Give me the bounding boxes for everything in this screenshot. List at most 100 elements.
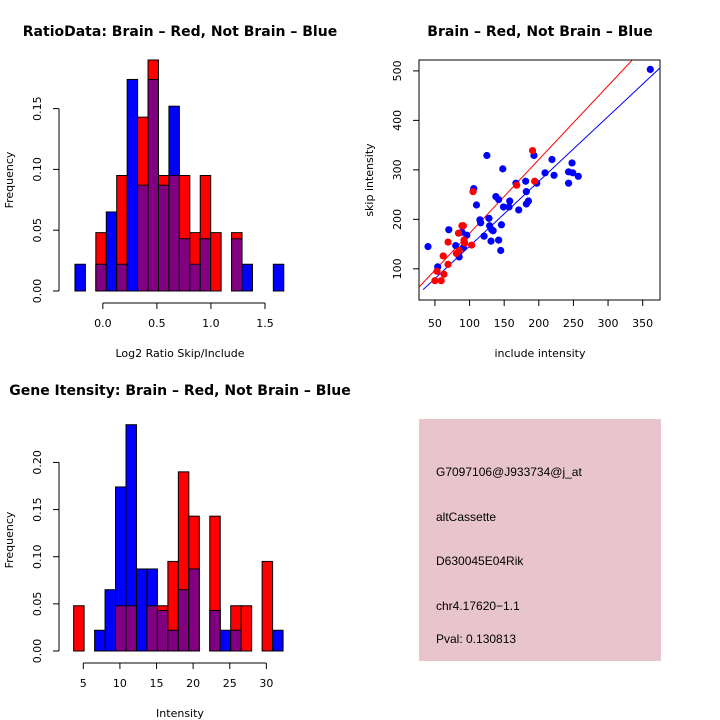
overlap-bar: [157, 184, 170, 292]
not-brain-bar: [105, 211, 118, 292]
brain-point: [469, 188, 477, 196]
not-brain-point: [550, 171, 558, 179]
gene-name: D630045E04Rik: [436, 554, 524, 568]
brain-point: [439, 252, 447, 260]
not-brain-bar: [94, 629, 106, 652]
y-tick-label: 400: [391, 110, 404, 131]
overlap-bar: [177, 589, 190, 652]
not-brain-point: [445, 226, 453, 234]
overlap-bar: [146, 605, 158, 652]
y-tick-label: 0.10: [31, 544, 44, 569]
overlap-bar: [188, 568, 200, 652]
not-brain-bar: [135, 568, 148, 652]
probe-id: G7097106@J933734@j_at: [436, 465, 582, 479]
overlap-bar: [209, 609, 221, 652]
overlap-bar: [156, 609, 169, 652]
x-tick-label: 0.5: [148, 317, 166, 330]
overlap-bar: [199, 238, 212, 292]
not-brain-bar: [104, 589, 117, 652]
overlap-bar: [189, 263, 201, 292]
brain-bar: [240, 605, 253, 652]
brain-point: [531, 177, 539, 185]
overlap-bar: [230, 629, 242, 652]
overlap-bar: [167, 629, 179, 652]
overlap-bar: [125, 605, 137, 652]
x-tick-label: 10: [113, 677, 127, 690]
brain-point: [455, 246, 463, 255]
x-tick-label: 1.5: [256, 317, 274, 330]
ratio-histogram: RatioData: Brain – Red, Not Brain – Blue…: [3, 24, 337, 360]
not-brain-point: [568, 159, 576, 167]
not-brain-point: [524, 197, 533, 205]
genomic-location: chr4.17620−1.1: [436, 599, 520, 613]
gene-intensity-histogram: Gene Itensity: Brain – Red, Not Brain – …: [3, 383, 351, 720]
not-brain-point: [541, 169, 549, 177]
not-brain-bar: [74, 263, 86, 292]
not-brain-point: [480, 232, 488, 240]
x-tick-label: 350: [632, 317, 653, 330]
x-tick-label: 300: [598, 317, 619, 330]
ratio-histogram-ylabel: Frequency: [3, 151, 16, 208]
overlap-bar: [116, 263, 128, 292]
not-brain-bar: [241, 263, 253, 292]
x-tick-label: 200: [528, 317, 549, 330]
not-brain-point: [499, 165, 507, 173]
x-tick-label: 0.0: [94, 317, 112, 330]
brain-point: [468, 241, 476, 249]
not-brain-point: [485, 214, 493, 222]
gene-intensity-ylabel: Frequency: [3, 511, 16, 568]
y-tick-label: 0.05: [31, 592, 44, 617]
x-tick-label: 20: [186, 677, 200, 690]
overlap-bar: [95, 263, 107, 292]
ratio-histogram-xlabel: Log2 Ratio Skip/Include: [115, 347, 244, 360]
overlap-bar: [168, 175, 180, 292]
x-tick-label: 1.0: [202, 317, 220, 330]
not-brain-point: [646, 65, 654, 74]
brain-point: [440, 270, 448, 278]
not-brain-bar: [272, 263, 285, 292]
event-type: altCassette: [436, 510, 496, 524]
not-brain-point: [489, 227, 497, 235]
not-brain-point: [569, 169, 577, 177]
y-tick-label: 0.00: [31, 279, 44, 304]
x-tick-label: 50: [428, 317, 442, 330]
ratio-histogram-title: RatioData: Brain – Red, Not Brain – Blue: [23, 24, 337, 40]
not-brain-point: [515, 206, 523, 214]
x-tick-label: 250: [563, 317, 584, 330]
not-brain-fit-line: [422, 67, 660, 290]
not-brain-point: [522, 177, 530, 185]
overlap-bar: [147, 78, 159, 292]
intensity-scatter: Brain – Red, Not Brain – Blue include in…: [363, 24, 661, 360]
y-tick-label: 0.15: [31, 497, 44, 521]
not-brain-bar: [219, 629, 232, 652]
not-brain-bar: [126, 78, 139, 292]
not-brain-point: [506, 197, 514, 205]
y-tick-label: 0.15: [31, 96, 44, 121]
brain-point: [437, 277, 445, 285]
info-panel: G7097106@J933734@j_at altCassette D63004…: [419, 419, 661, 661]
not-brain-bar: [272, 629, 284, 652]
brain-point: [513, 181, 521, 189]
not-brain-point: [522, 188, 530, 196]
y-tick-label: 0.00: [31, 639, 44, 664]
intensity-scatter-ylabel: skip intensity: [363, 143, 376, 217]
not-brain-point: [472, 201, 481, 209]
brain-point: [444, 238, 452, 246]
brain-point: [459, 222, 467, 230]
brain-point: [461, 239, 469, 247]
not-brain-point: [495, 236, 503, 244]
y-tick-label: 0.05: [31, 218, 44, 243]
y-tick-label: 0.20: [31, 450, 44, 475]
not-brain-point: [487, 237, 495, 245]
x-tick-label: 5: [80, 677, 87, 690]
brain-bar: [73, 605, 85, 652]
pval-text: Pval: 0.130813: [436, 632, 516, 646]
not-brain-point: [505, 203, 513, 211]
brain-point: [528, 146, 537, 155]
overlap-bar: [115, 605, 127, 652]
not-brain-point: [564, 179, 573, 187]
not-brain-point: [497, 246, 505, 255]
brain-point: [444, 260, 452, 268]
brain-fit-line: [419, 60, 633, 288]
